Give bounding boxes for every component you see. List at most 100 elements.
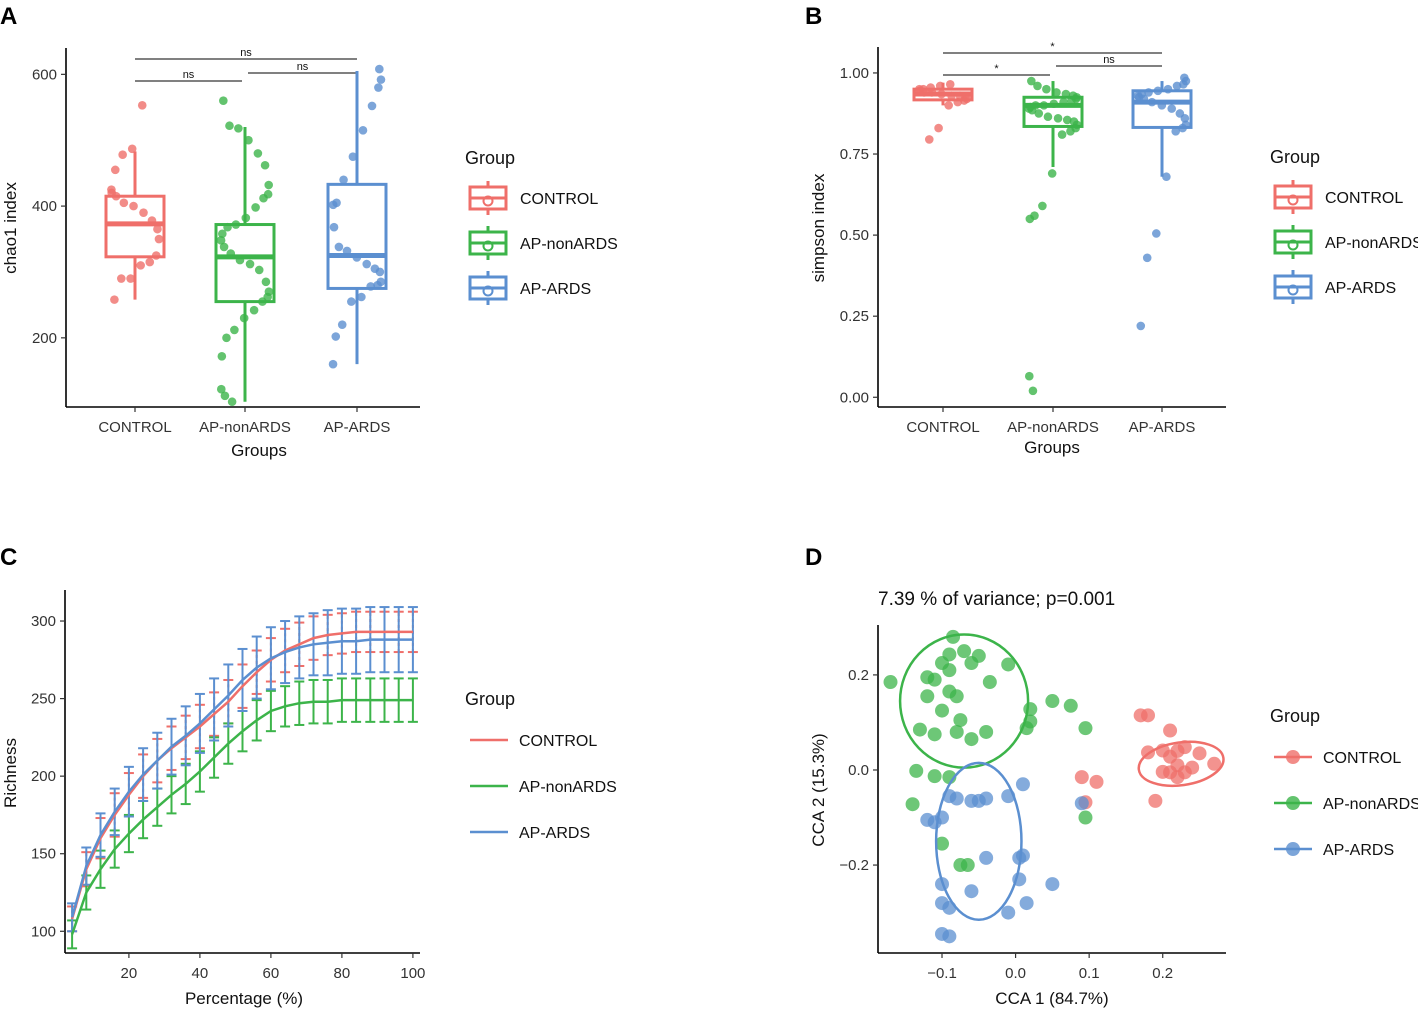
panel-b-point-ap-ards [1167,104,1177,113]
panel-d-x-tick-label: 0.1 [1079,965,1100,982]
panel-a-point-ap-nonards [264,180,274,190]
panel-d-point-ap-nonards [964,732,979,747]
panel-a-legend-label: AP-nonARDS [520,236,618,253]
panel-a-point-ap-ards [339,175,348,185]
panel-a-point-ap-nonards [219,242,229,252]
panel-b-x-tick-label: AP-nonARDS [1007,419,1099,436]
panel-d-point-ap-ards [949,791,964,806]
panel-b-comparison-label: ns [1103,54,1115,66]
panel-a-point-control [118,150,127,160]
panel-a-y-tick-label: 600 [32,66,57,83]
panel-a-point-ap-nonards [217,351,227,361]
panel-a-point-ap-ards [362,259,372,269]
panel-d-point-ap-nonards [927,672,942,687]
panel-a-x-tick-label: AP-ARDS [324,419,391,436]
panel-a-point-ap-ards [328,359,338,369]
panel-d-point-ap-nonards [1078,721,1093,736]
panel-b-y-tick-label: 0.50 [840,227,869,244]
panel-a-point-ap-nonards [216,384,226,394]
panel-b-point-ap-nonards [1027,76,1036,86]
panel-a-point-ap-nonards [219,96,228,105]
panel-a-point-ap-nonards [253,149,263,158]
panel-d-point-ap-ards [979,850,994,865]
panel-d-point-ap-ards [942,929,957,944]
panel-b-legend-label: AP-nonARDS [1325,235,1418,252]
panel-d-subtitle: 7.39 % of variance; p=0.001 [878,589,1115,610]
panel-d-legend-label: AP-ARDS [1323,842,1394,859]
panel-c-legend-label: AP-ARDS [519,825,590,842]
panel-d-point-ap-nonards [927,769,942,784]
panel-b-point-ap-ards [1180,114,1190,123]
panel-a-point-ap-nonards [254,265,264,275]
panel-c-y-tick-label: 100 [31,923,56,940]
panel-d-point-ap-nonards [912,722,927,737]
panel-b-y-title: simpson index [809,173,828,282]
panel-letter-a: A [0,3,17,30]
panel-d-point-ap-nonards [949,724,964,739]
panel-d-point-ap-ards [1015,777,1030,792]
panel-a-point-ap-nonards [225,121,234,131]
panel-a-point-ap-ards [375,267,385,277]
panel-a-y-tick-label: 400 [32,198,57,215]
panel-b-point-ap-nonards [1062,115,1072,125]
panel-c-series-line-ap-nonards [70,698,413,935]
panel-d-point-ap-nonards [949,689,964,704]
panel-a-point-ap-ards [348,152,358,161]
panel-a-point-ap-nonards [259,193,268,203]
panel-a-legend-key-point [482,285,494,297]
panel-b-point-ap-ards [1172,81,1182,91]
panel-c-series-line-control [70,630,413,920]
panel-a-point-control [137,101,147,110]
panel-b-box-ap-nonards [1022,95,1084,128]
panel-d-point-ap-nonards [1045,694,1060,709]
panel-b-x-tick-label: CONTROL [906,419,979,436]
panel-a-x-tick-label: CONTROL [98,419,171,436]
panel-b-legend-label: CONTROL [1325,190,1403,207]
panel-d-point-ap-nonards [946,629,961,644]
panel-a-comparison-label: ns [297,61,309,73]
panel-a-point-ap-ards [331,332,341,341]
panel-b-point-ap-nonards [1028,386,1038,396]
panel-d-legend-key-point [1286,796,1300,810]
panel-d-x-title: CCA 1 (84.7%) [995,989,1108,1008]
panel-a-legend-title: Group [465,148,515,168]
panel-a-box-control [104,194,166,259]
panel-a-point-ap-ards [357,292,366,302]
panel-d-point-control [1207,756,1222,771]
panel-d-x-tick-label: −0.1 [927,965,957,982]
panel-a-box-ap-nonards [214,223,276,304]
panel-b-x-title: Groups [1024,438,1080,457]
panel-letter-d: D [805,544,822,571]
panel-b-legend-label: AP-ARDS [1325,280,1396,297]
panel-a-point-ap-nonards [220,391,230,401]
panel-b-x-tick-label: AP-ARDS [1129,419,1196,436]
panel-d-point-ap-ards [942,900,957,915]
panel-b-point-ap-nonards [1047,169,1057,178]
panel-d-point-control [1074,770,1089,785]
panel-b-legend-key-point [1287,194,1299,206]
panel-d-point-ap-nonards [935,836,950,851]
panel-d-point-ap-nonards [927,727,942,742]
panel-a-legend-key-point [482,240,494,252]
panel-c-x-tick-label: 60 [263,965,280,982]
panel-c-y-tick-label: 300 [31,613,56,630]
panel-c-series-line-ap-ards [70,638,413,918]
panel-b-point-ap-nonards [1025,214,1035,224]
panel-a-point-ap-ards [376,75,386,84]
panel-d-point-ap-ards [927,815,942,830]
panel-b-point-ap-nonards [1043,112,1053,122]
panel-d-point-ap-nonards [960,858,975,873]
panel-a-y-title: chao1 index [1,182,20,274]
panel-a-point-control [116,274,126,283]
panel-b-comparison-label: * [994,63,999,75]
panel-b-point-control [924,135,934,144]
panel-a-point-control [127,144,137,154]
panel-b-point-ap-nonards [1057,130,1067,139]
panel-b-point-ap-nonards [1053,114,1063,123]
panel-c-x-tick-label: 80 [334,965,351,982]
panel-a-point-ap-ards [347,297,356,306]
panel-b-y-tick-label: 0.25 [840,308,869,325]
panel-a-point-ap-ards [334,242,344,252]
panel-b-point-control [945,79,955,89]
panel-c-x-title: Percentage (%) [185,989,303,1008]
